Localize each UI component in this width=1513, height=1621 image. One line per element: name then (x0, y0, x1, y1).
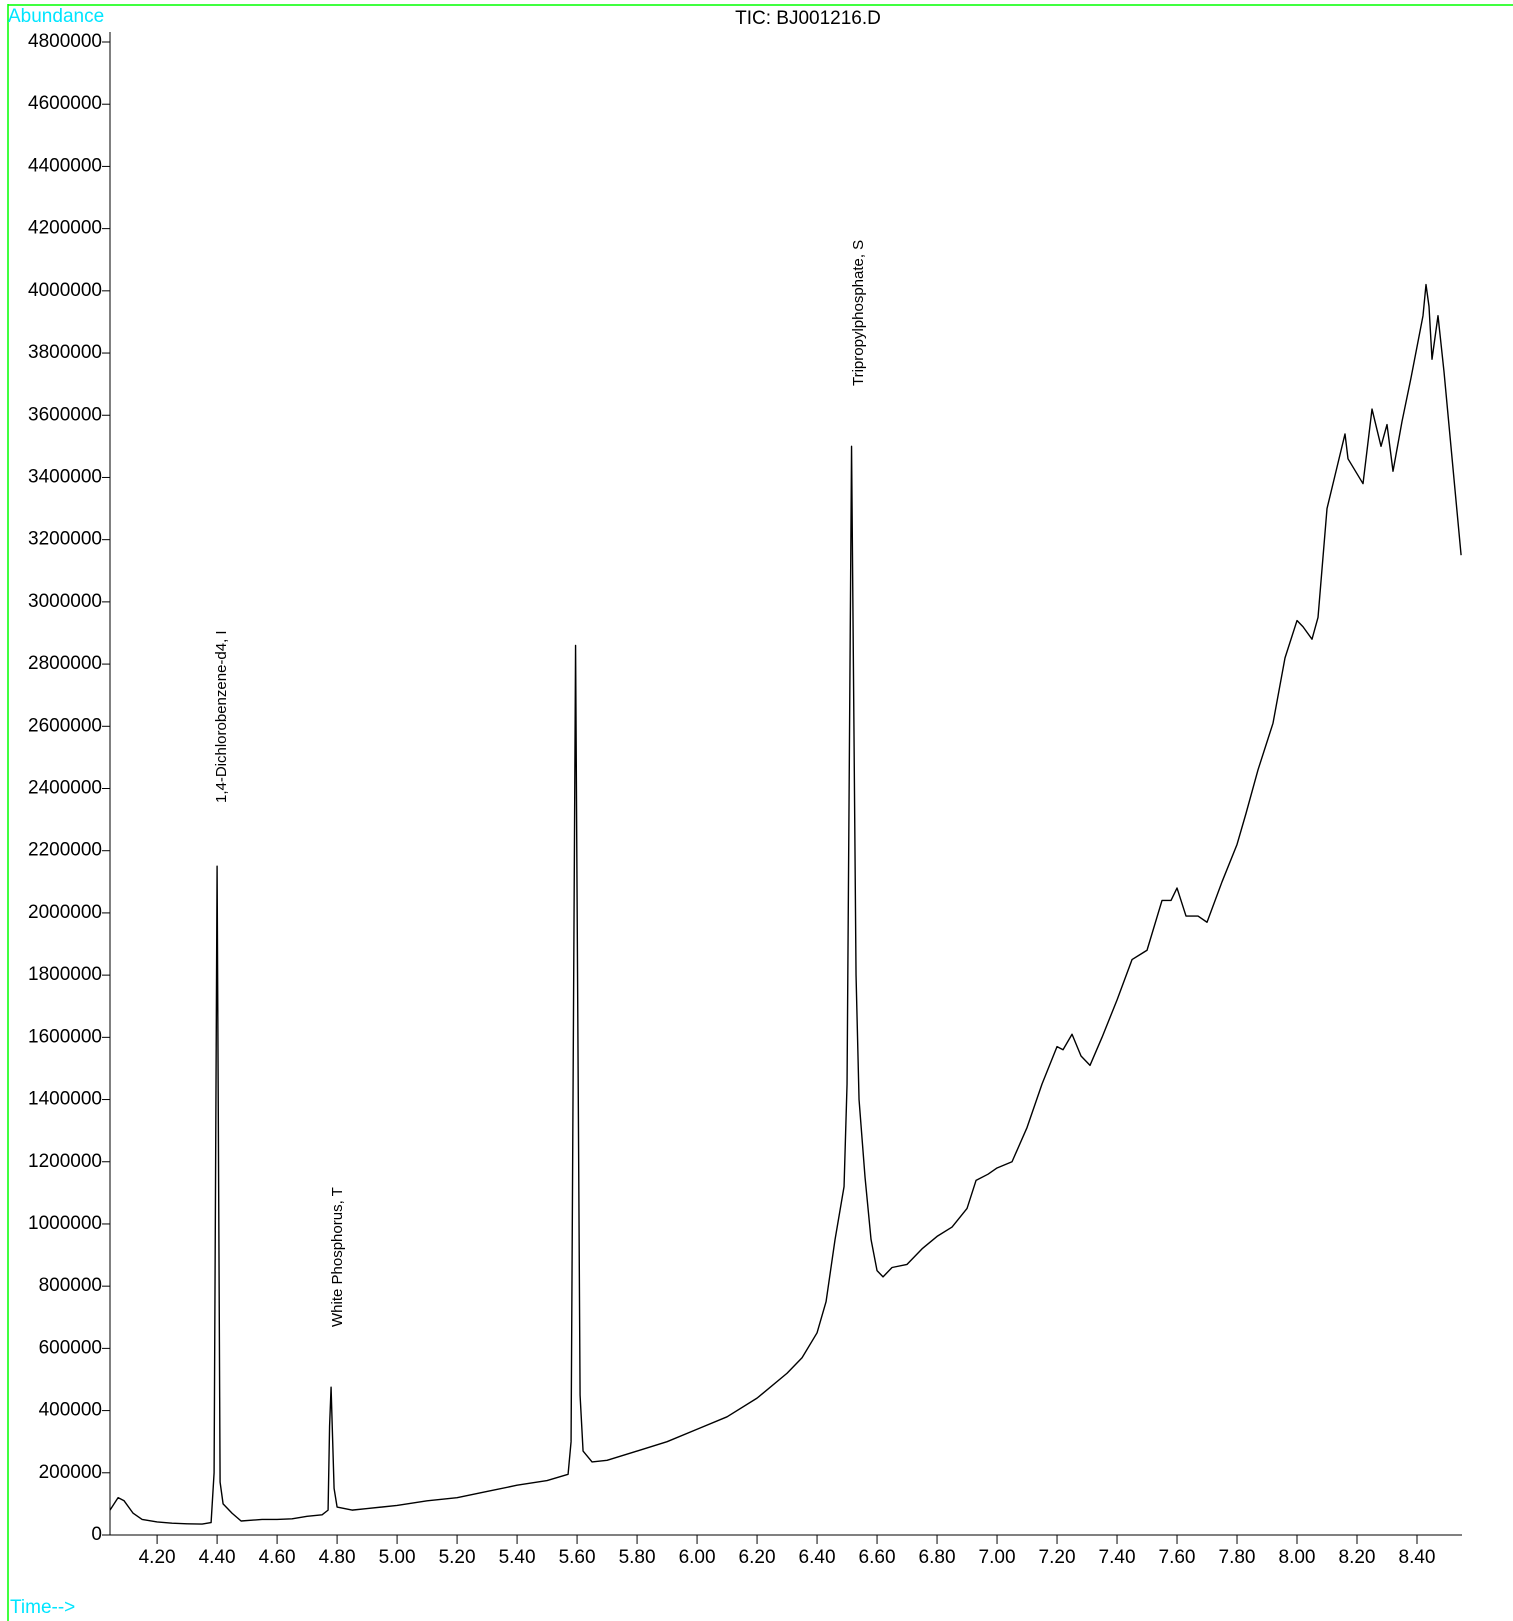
x-tick-label: 8.00 (1279, 1547, 1316, 1568)
x-tick-label: 5.40 (499, 1547, 536, 1568)
x-tick-label: 4.60 (259, 1547, 296, 1568)
y-tick-label: 2600000 (28, 715, 102, 736)
x-tick-label: 4.20 (139, 1547, 176, 1568)
x-tick-label: 6.40 (799, 1547, 836, 1568)
x-tick-label: 4.80 (319, 1547, 356, 1568)
x-tick-label: 6.80 (919, 1547, 956, 1568)
y-tick-label: 2200000 (28, 840, 102, 861)
x-tick-label: 7.80 (1219, 1547, 1256, 1568)
x-tick-label: 5.80 (619, 1547, 656, 1568)
x-tick-label: 7.60 (1159, 1547, 1196, 1568)
y-tick-label: 3600000 (28, 404, 102, 425)
x-tick-label: 8.20 (1339, 1547, 1376, 1568)
x-tick-label: 5.60 (559, 1547, 596, 1568)
x-axis-label: Time--> (10, 1597, 75, 1618)
y-tick-label: 0 (91, 1524, 102, 1545)
peak-annotation: Tripropylphosphate, S (850, 240, 867, 386)
y-tick-label: 4400000 (28, 155, 102, 176)
y-tick-label: 3400000 (28, 466, 102, 487)
y-tick-label: 2000000 (28, 902, 102, 923)
y-tick-label: 1200000 (28, 1151, 102, 1172)
x-tick-label: 6.20 (739, 1547, 776, 1568)
peak-annotation: White Phosphorus, T (329, 1187, 346, 1327)
data-line (109, 283, 1462, 1525)
y-tick-label: 1400000 (28, 1089, 102, 1110)
y-tick-label: 4200000 (28, 218, 102, 239)
peak-annotation: 1,4-Dichlorobenzene-d4, I (213, 630, 230, 803)
y-tick-label: 4000000 (28, 280, 102, 301)
y-tick-label: 3800000 (28, 342, 102, 363)
x-tick-label: 6.00 (679, 1547, 716, 1568)
y-tick-label: 200000 (39, 1462, 102, 1483)
y-tick-label: 400000 (39, 1400, 102, 1421)
x-tick-label: 5.00 (379, 1547, 416, 1568)
x-tick-label: 7.40 (1099, 1547, 1136, 1568)
y-tick-label: 1800000 (28, 964, 102, 985)
y-tick-label: 3200000 (28, 529, 102, 550)
x-tick-label: 7.00 (979, 1547, 1016, 1568)
y-tick-label: 1600000 (28, 1026, 102, 1047)
y-tick-label: 3000000 (28, 591, 102, 612)
y-tick-label: 1000000 (28, 1213, 102, 1234)
x-tick-label: 6.60 (859, 1547, 896, 1568)
y-tick-label: 4800000 (28, 31, 102, 52)
chart-title: TIC: BJ001216.D (735, 8, 881, 29)
y-tick-label: 800000 (39, 1275, 102, 1296)
y-tick-label: 4600000 (28, 93, 102, 114)
x-tick-label: 4.40 (199, 1547, 236, 1568)
y-tick-label: 2400000 (28, 778, 102, 799)
x-tick-label: 5.20 (439, 1547, 476, 1568)
y-axis-label: Abundance (8, 6, 104, 27)
y-tick-label: 600000 (39, 1337, 102, 1358)
y-tick-label: 2800000 (28, 653, 102, 674)
x-tick-label: 8.40 (1399, 1547, 1436, 1568)
x-tick-label: 7.20 (1039, 1547, 1076, 1568)
